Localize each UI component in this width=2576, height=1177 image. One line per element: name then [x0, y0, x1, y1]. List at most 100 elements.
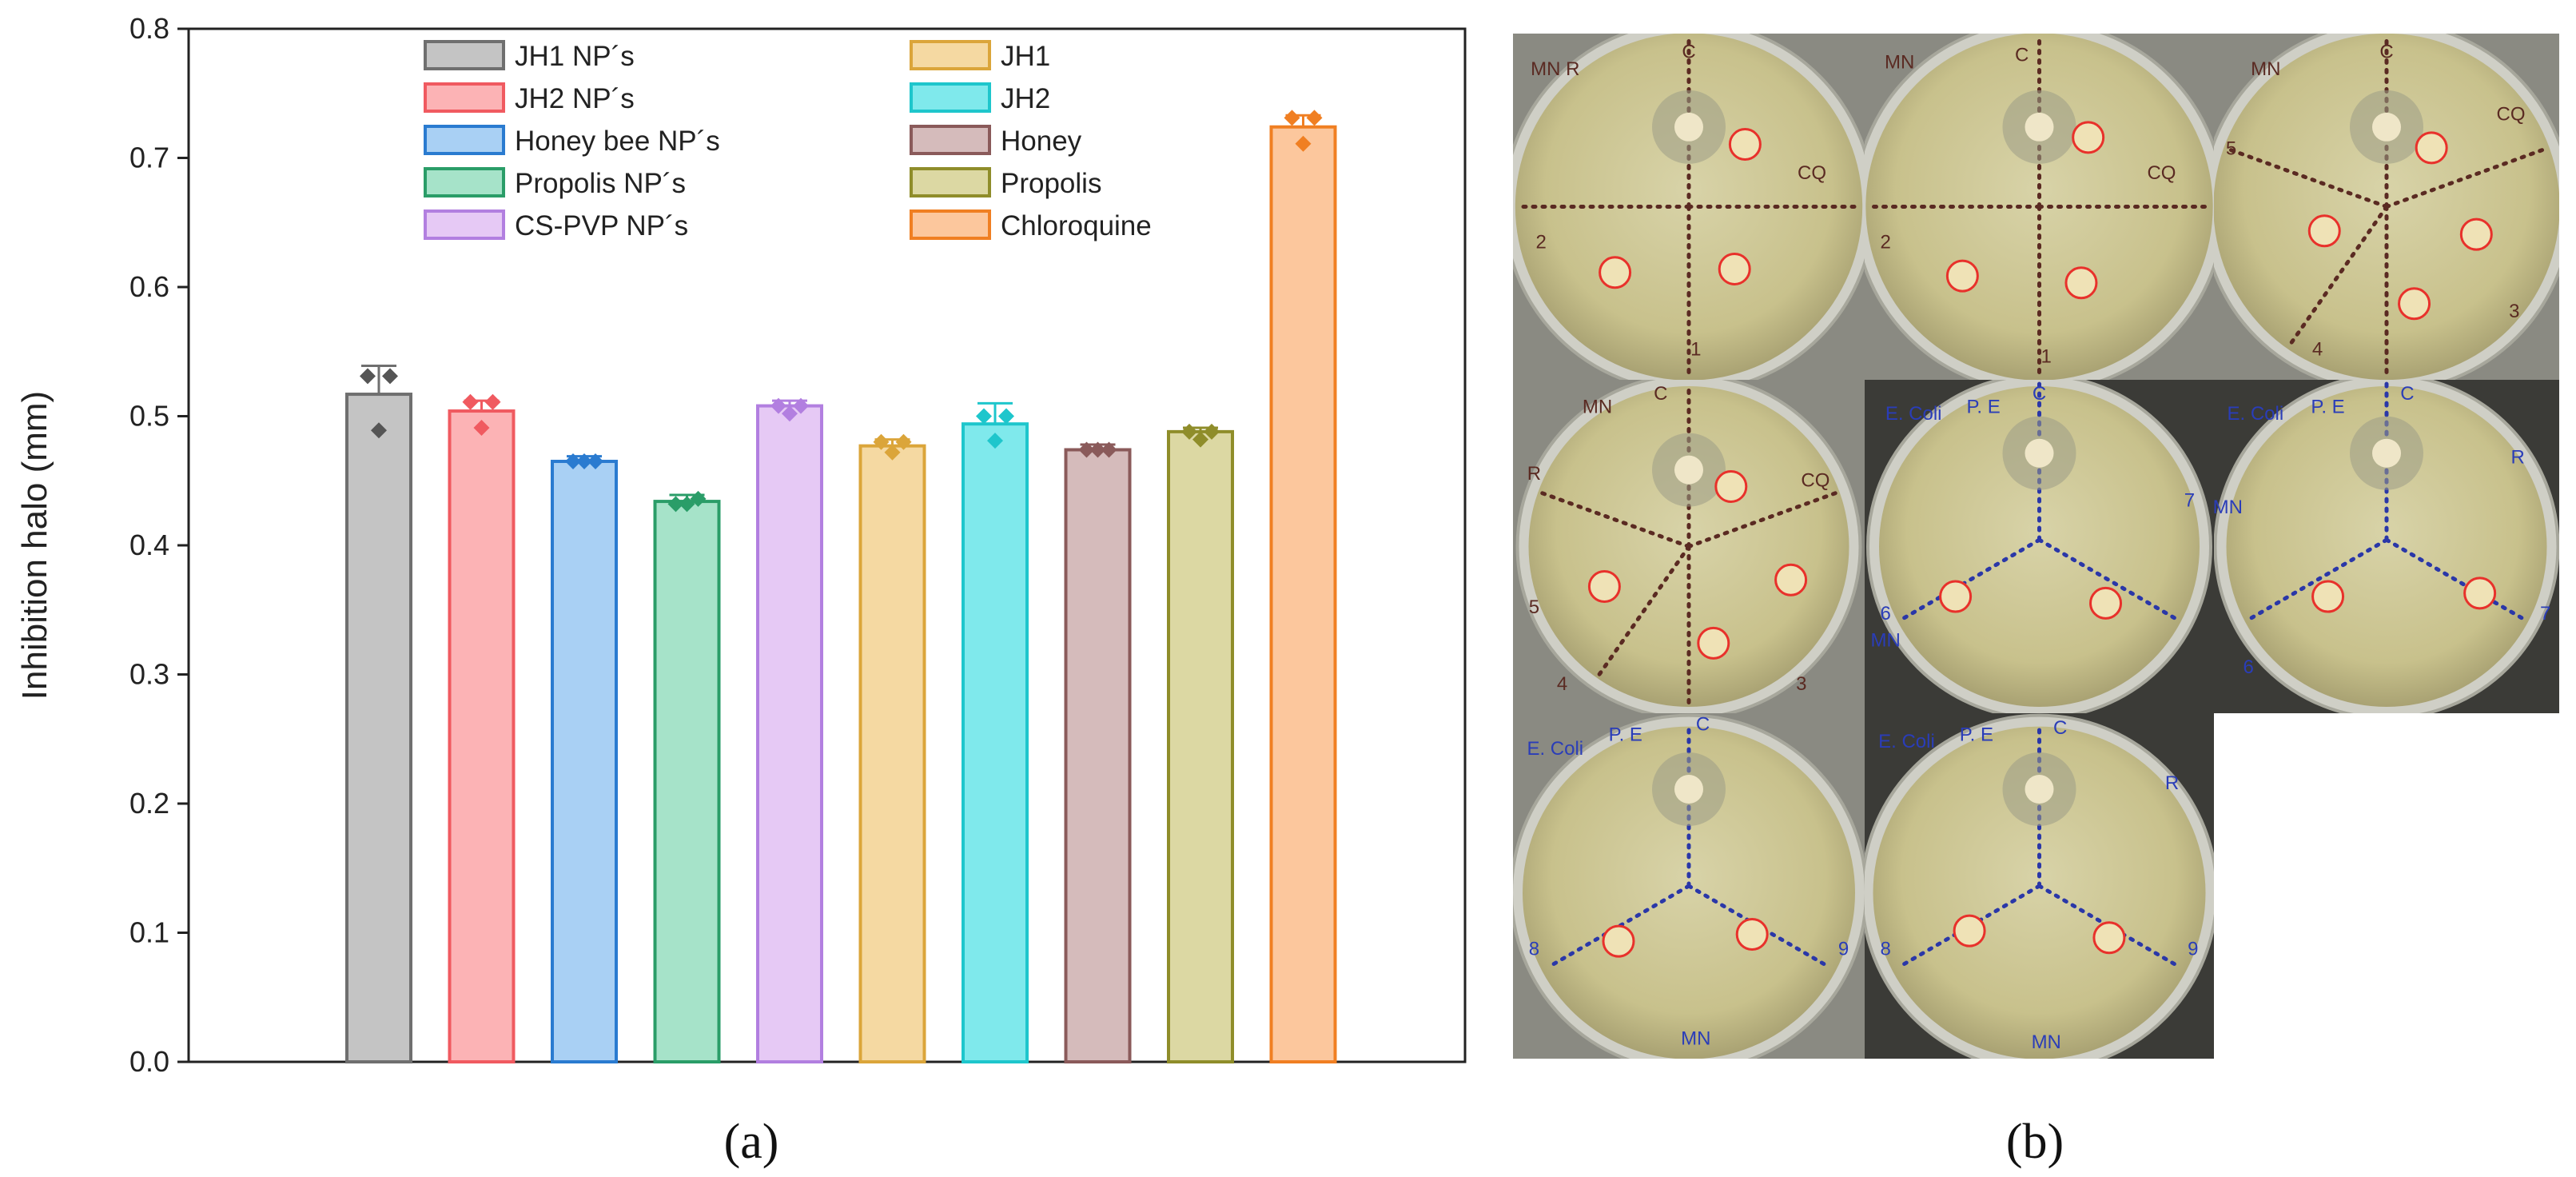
data-point	[976, 408, 992, 425]
legend-label: JH2 NP´s	[515, 83, 635, 114]
y-tick-label: 0.3	[129, 658, 169, 691]
bar	[1167, 429, 1234, 1063]
plate-handwritten-mark: MN	[2032, 1031, 2061, 1053]
data-point	[987, 433, 1003, 449]
sample-disk	[1774, 563, 1808, 596]
data-point	[1089, 441, 1106, 458]
dotted-division-line	[1686, 490, 1839, 549]
plate-handwritten-mark: MN	[2213, 497, 2243, 518]
legend-label: JH2	[1001, 83, 1050, 114]
control-disk	[2025, 775, 2054, 804]
bar-group	[345, 365, 412, 1064]
plate-handwritten-mark: CQ	[2497, 103, 2526, 125]
legend-swatch	[910, 125, 991, 155]
sample-disk	[1718, 252, 1751, 285]
legend-item: Honey bee NP´s	[424, 125, 720, 157]
plate-handwritten-mark: P. E	[1609, 724, 1642, 746]
legend-label: Honey bee NP´s	[515, 126, 720, 157]
sample-disk	[2311, 580, 2345, 613]
plate-handwritten-mark: 6	[1881, 603, 1891, 624]
sample-disk	[2307, 214, 2341, 248]
agar-surface	[1879, 386, 2200, 707]
sample-disk	[2459, 217, 2493, 251]
legend-swatch	[424, 40, 505, 70]
plate-handwritten-mark: CQ	[1801, 469, 1829, 491]
plate-handwritten-mark: C	[1696, 714, 1710, 736]
dotted-division-line	[2037, 537, 2178, 620]
plate-handwritten-mark: C	[2053, 717, 2067, 739]
legend-swatch	[910, 209, 991, 240]
dotted-division-line	[2248, 537, 2389, 620]
petri-plate-photo: MN C CQ 2 1	[1865, 34, 2214, 380]
plate-handwritten-mark: 2	[1536, 231, 1547, 253]
sample-disk	[1599, 256, 1632, 289]
data-point	[793, 397, 809, 414]
bars	[345, 110, 1337, 1064]
legend-swatch	[424, 209, 505, 240]
bar-chart-panel: 0.0 0.1 0.2 0.3 0.4 0.5 0.6 0.7 0.8 Inhibition h…	[15, 12, 1467, 1078]
plate-handwritten-mark: MN R	[1531, 58, 1579, 80]
plate-handwritten-mark: MN	[1871, 630, 1901, 652]
data-point	[1295, 135, 1312, 152]
legend-swatch	[424, 125, 505, 155]
plate-handwritten-mark: C	[1654, 383, 1667, 405]
bar-group	[448, 393, 516, 1063]
dotted-division-line	[2037, 884, 2183, 970]
control-disk	[1674, 112, 1703, 142]
sample-disk	[1714, 469, 1748, 503]
y-tick-label: 0.1	[129, 916, 169, 949]
data-point	[667, 496, 684, 513]
plate-handwritten-mark: 8	[1529, 938, 1539, 960]
bar-group	[858, 433, 926, 1063]
sample-disk	[2089, 586, 2123, 620]
legend-swatch	[424, 167, 505, 197]
dotted-division-line	[1596, 545, 1691, 677]
data-point	[895, 433, 912, 450]
plate-handwritten-mark: E. Coli	[1527, 738, 1583, 760]
plate-handwritten-mark: MN	[1583, 397, 1612, 418]
sample-disk	[2415, 131, 2448, 165]
dotted-division-line	[1896, 884, 2041, 970]
bar-group	[962, 401, 1029, 1063]
bar	[653, 500, 721, 1063]
plate-handwritten-mark: R	[2165, 772, 2179, 794]
sample-disk	[1953, 914, 1986, 948]
sample-disk	[2072, 121, 2105, 154]
plate-handwritten-mark: 9	[2188, 938, 2198, 960]
bar	[1269, 125, 1337, 1064]
sample-disk	[1602, 924, 1635, 958]
sample-disk	[2092, 921, 2126, 955]
plate-handwritten-mark: MN	[1885, 51, 1914, 73]
data-point	[576, 453, 592, 470]
petri-plate-photo: E. Coli P. E C 7 6 MN	[1865, 380, 2214, 713]
sample-disk	[2064, 266, 2098, 300]
legend-label: Chloroquine	[1001, 210, 1152, 241]
agar-surface	[2226, 386, 2547, 707]
plate-handwritten-mark: C	[2015, 45, 2029, 66]
bar-group	[653, 490, 721, 1063]
plate-handwritten-mark: C	[1682, 41, 1695, 62]
petri-plate-photos: MN R C CQ 2 1 MN C CQ 2 1 MN C CQ 5 4 3 R MN C CQ 5 4 3 E. Coli…	[1513, 34, 2559, 1059]
y-axis-ticks: 0.0 0.1 0.2 0.3 0.4 0.5 0.6 0.7 0.8	[129, 12, 189, 1078]
data-point	[690, 490, 707, 507]
bar	[448, 409, 516, 1063]
plate-handwritten-mark: E. Coli	[1885, 403, 1942, 425]
plate-handwritten-mark: R	[2510, 446, 2524, 468]
legend-item: JH2	[910, 82, 1050, 114]
control-disk	[2372, 438, 2401, 468]
plate-handwritten-mark: CQ	[1798, 162, 1826, 184]
dotted-division-line	[2384, 537, 2525, 620]
plate-handwritten-mark: P. E	[1966, 397, 2000, 418]
plate-handwritten-mark: 7	[2540, 603, 2550, 624]
legend-item: JH1	[910, 40, 1050, 72]
plate-handwritten-mark: C	[2400, 383, 2414, 405]
plate-handwritten-mark: 1	[1690, 339, 1701, 361]
y-tick-label: 0.7	[129, 142, 169, 174]
data-point	[782, 405, 798, 422]
legend-item: Chloroquine	[910, 209, 1152, 241]
plate-handwritten-mark: 6	[2244, 656, 2254, 678]
plate-handwritten-mark: CQ	[2147, 162, 2176, 184]
petri-plate-photo: E. Coli P. E C 8 9 MN	[1513, 713, 1865, 1059]
petri-plate-photo: MN R C CQ 2 1	[1513, 34, 1865, 380]
